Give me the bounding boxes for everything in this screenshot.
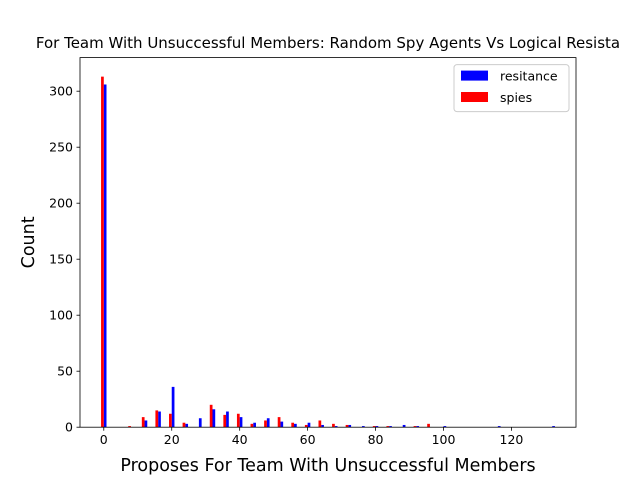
bar-resitance-92	[416, 426, 420, 428]
bar-resitance-68	[334, 426, 338, 428]
chart-title: For Team With Unsuccessful Members: Rand…	[36, 34, 620, 52]
bar-spies-40	[236, 413, 240, 428]
bar-resitance-76	[361, 426, 365, 428]
axes-frame	[80, 57, 576, 428]
x-tick-label: 20	[164, 432, 180, 447]
bar-spies-20	[169, 413, 172, 428]
bar-spies-60	[304, 424, 308, 428]
bar-resitance-88	[402, 424, 406, 428]
bar-resitance-84	[389, 426, 392, 428]
bars-layer	[101, 76, 555, 428]
y-tick-label: 50	[57, 364, 73, 379]
x-axis-title: Proposes For Team With Unsuccessful Memb…	[120, 456, 535, 476]
bar-resitance-16	[158, 411, 161, 428]
legend-label-spies: spies	[500, 90, 532, 105]
bar-spies-84	[386, 426, 390, 428]
bar-resitance-100	[443, 426, 447, 428]
y-tick-label: 0	[65, 420, 73, 435]
legend-swatch-resitance	[461, 70, 488, 81]
bar-spies-92	[413, 426, 417, 428]
x-tick-label: 120	[500, 432, 524, 447]
x-axis-ticks: 0 20 40 60 80 100 120	[100, 427, 524, 447]
legend-label-resitance: resitance	[500, 69, 558, 84]
bar-resitance-20	[171, 386, 175, 428]
bar-spies-36	[223, 414, 227, 428]
bar-resitance-0	[103, 84, 107, 428]
bar-resitance-12	[144, 420, 148, 428]
bar-spies-52	[277, 417, 281, 428]
bar-spies-24	[182, 422, 186, 428]
bar-resitance-24	[185, 423, 189, 428]
x-tick-label: 40	[232, 432, 248, 447]
bar-spies-96	[427, 423, 430, 428]
bar-resitance-64	[321, 424, 324, 428]
bar-spies-48	[264, 420, 267, 428]
bar-spies-32	[209, 404, 213, 428]
plot-area	[80, 57, 576, 428]
axis-spines	[79, 57, 577, 428]
y-tick-label: 300	[49, 84, 73, 99]
y-tick-label: 200	[49, 196, 73, 211]
bar-spies-68	[332, 423, 335, 428]
bar-spies-64	[318, 420, 322, 428]
y-axis-ticks: 0 50 100 150 200 250 300	[49, 84, 80, 435]
y-axis-title: Count	[19, 216, 39, 268]
x-tick-label: 80	[368, 432, 384, 447]
bar-spies-12	[141, 417, 145, 428]
bar-resitance-132	[552, 426, 555, 428]
bar-spies-44	[250, 423, 254, 428]
bar-resitance-80	[375, 426, 379, 428]
y-tick-label: 150	[49, 252, 73, 267]
bar-resitance-60	[307, 422, 311, 428]
bar-resitance-52	[280, 421, 284, 428]
bar-spies-16	[155, 410, 159, 428]
bar-resitance-32	[212, 409, 216, 428]
x-tick-label: 100	[432, 432, 456, 447]
bar-resitance-56	[294, 423, 297, 428]
legend-swatch-spies	[461, 92, 488, 102]
bar-resitance-40	[239, 417, 243, 428]
y-tick-label: 100	[49, 308, 73, 323]
bar-spies-8	[128, 426, 131, 428]
bar-resitance-28	[198, 418, 202, 428]
bar-resitance-48	[266, 418, 270, 428]
x-tick-label: 0	[100, 432, 108, 447]
bar-resitance-44	[253, 422, 256, 428]
bar-spies-80	[372, 426, 376, 428]
bar-spies-72	[345, 424, 349, 428]
y-tick-label: 250	[49, 140, 73, 155]
bar-resitance-72	[348, 424, 352, 428]
bar-spies-56	[291, 422, 295, 428]
legend: resitance spies	[453, 64, 570, 113]
bar-resitance-36	[226, 411, 229, 428]
bar-resitance-116	[497, 426, 501, 428]
x-tick-label: 60	[300, 432, 316, 447]
bar-spies-0	[101, 76, 104, 428]
